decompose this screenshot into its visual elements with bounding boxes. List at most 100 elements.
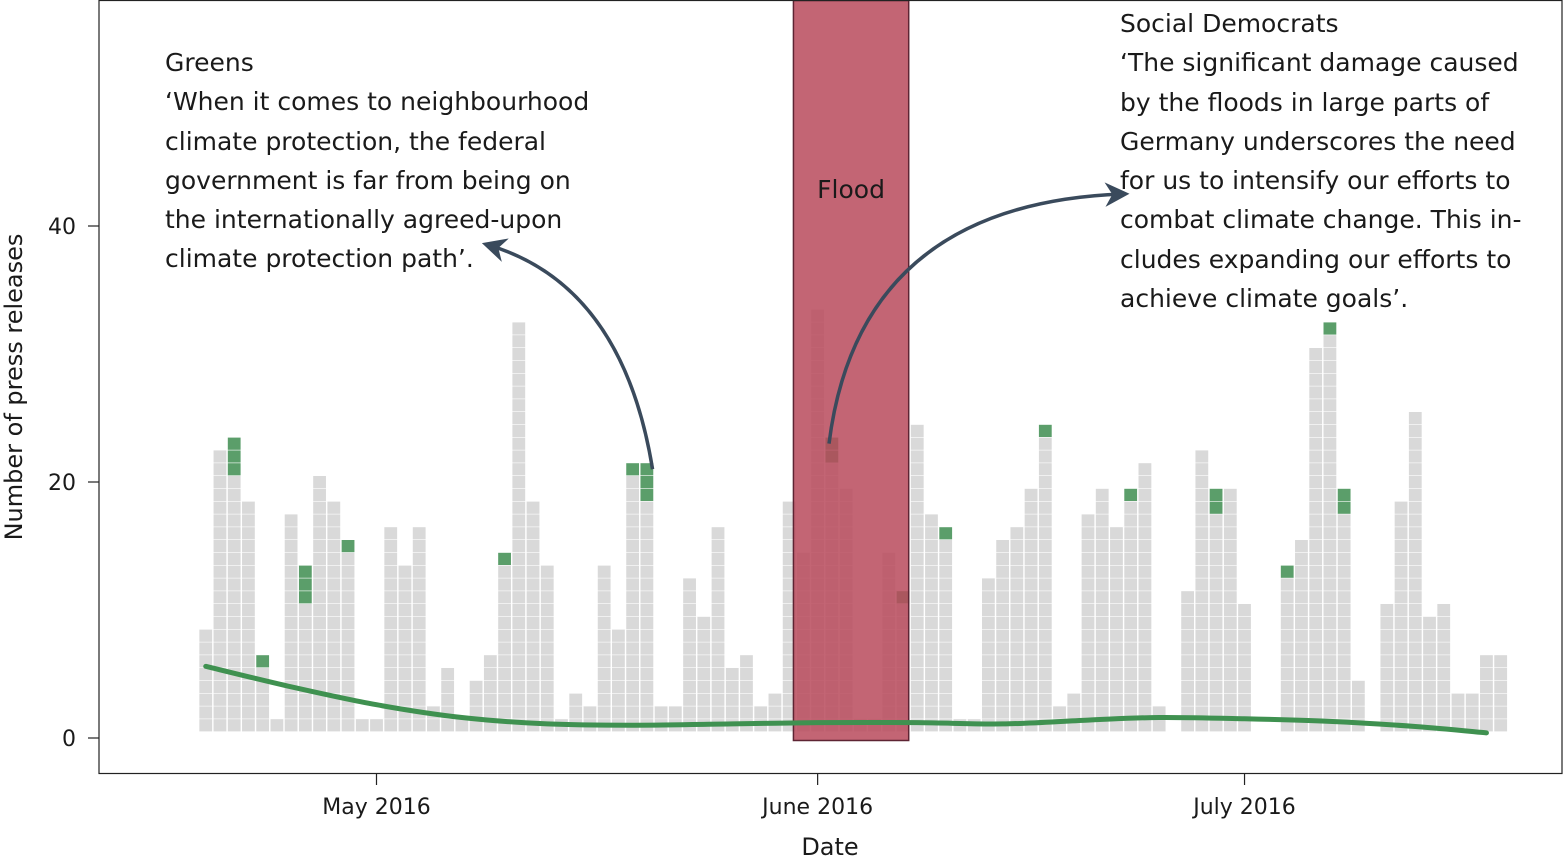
press-release-cell [1423, 668, 1436, 681]
press-release-cell [925, 552, 938, 565]
press-release-cell [327, 706, 341, 719]
press-release-cell [782, 604, 796, 617]
press-release-cell [782, 514, 796, 527]
press-release-cell [1038, 668, 1052, 681]
press-release-cell [1095, 693, 1109, 706]
press-release-cell [612, 693, 625, 706]
press-release-cell [412, 693, 426, 706]
press-release-cell [1494, 693, 1508, 706]
social-democrats-quote-line: cludes expanding our efforts to [1120, 244, 1512, 274]
press-release-cell [398, 591, 412, 604]
press-release-cell [1437, 655, 1451, 668]
press-release-cell [1323, 373, 1337, 386]
press-release-cell [996, 578, 1010, 591]
press-release-cell [1095, 629, 1109, 642]
press-release-cell [526, 629, 540, 642]
press-release-cell [1223, 706, 1237, 719]
press-release-cell [1138, 501, 1152, 514]
press-release-cell [1038, 450, 1052, 463]
press-release-cell [227, 488, 241, 501]
press-release-cell [1323, 655, 1337, 668]
press-release-cell [1195, 450, 1209, 463]
press-release-cell [1337, 642, 1351, 655]
press-release-cell [1110, 604, 1123, 617]
press-release-cell [1323, 463, 1337, 476]
press-release-cell [1195, 565, 1209, 578]
press-release-cell [1110, 552, 1123, 565]
press-release-cell [384, 527, 398, 540]
press-release-cell [398, 680, 412, 693]
press-release-cell [1394, 693, 1408, 706]
press-release-cell [711, 693, 725, 706]
press-release-cell [1238, 604, 1251, 617]
press-release-cell [1209, 552, 1223, 565]
press-release-cell [313, 706, 326, 719]
press-release-cell [384, 693, 398, 706]
press-release-cell [1038, 527, 1052, 540]
press-release-cell [526, 540, 540, 553]
press-release-cell [227, 616, 241, 629]
press-release-cell [270, 719, 284, 732]
press-release-cell [640, 578, 654, 591]
press-release-cell [1124, 604, 1138, 617]
press-release-cell [298, 616, 312, 629]
press-release-cell [1295, 680, 1308, 693]
day-bar [996, 540, 1010, 732]
press-release-cell [1195, 514, 1209, 527]
press-release-cell [683, 668, 696, 681]
press-release-cell [1209, 616, 1223, 629]
social-democrats-quote-line: combat climate change. This in- [1120, 205, 1522, 235]
day-bar [640, 463, 654, 732]
greens-quote-line: climate protection, the federal [165, 126, 546, 156]
day-bar [1323, 322, 1337, 732]
press-release-cell [1238, 680, 1251, 693]
press-release-cell [1195, 476, 1209, 489]
day-bar [1465, 693, 1479, 732]
press-release-cell [1238, 693, 1251, 706]
press-release-cell [483, 668, 497, 681]
day-bar [697, 616, 711, 732]
press-release-cell [1337, 578, 1351, 591]
press-release-cell [1238, 719, 1251, 732]
press-release-cell [626, 668, 640, 681]
press-release-cell [398, 668, 412, 681]
press-release-cell [925, 578, 938, 591]
greens-quote-line: government is far from being on [165, 165, 571, 195]
press-release-cell [1038, 693, 1052, 706]
press-release-cell [398, 565, 412, 578]
greens-party-label: Greens [165, 48, 254, 77]
press-release-cell [626, 706, 640, 719]
press-release-cell [384, 616, 398, 629]
press-release-cell [1195, 642, 1209, 655]
day-bar [1423, 616, 1436, 732]
press-release-cell [1095, 655, 1109, 668]
press-release-cell [597, 604, 611, 617]
press-release-cell [939, 565, 953, 578]
press-release-cell [327, 655, 341, 668]
press-release-cell [498, 591, 511, 604]
press-release-cell [1138, 655, 1152, 668]
day-bar [981, 578, 995, 732]
press-release-cell [1309, 450, 1323, 463]
press-release-cell [1408, 463, 1422, 476]
press-release-cell [512, 424, 526, 437]
press-release-cell [227, 604, 241, 617]
press-release-cell [1010, 578, 1024, 591]
press-release-cell [313, 629, 326, 642]
climate-press-release-cell [256, 655, 270, 668]
press-release-cell [384, 719, 398, 732]
press-release-cell [1038, 437, 1052, 450]
press-release-cell [1024, 642, 1038, 655]
press-release-cell [910, 463, 924, 476]
press-release-cell [1323, 578, 1337, 591]
press-release-cell [498, 642, 511, 655]
press-release-cell [711, 591, 725, 604]
press-release-cell [1238, 706, 1251, 719]
press-release-cell [298, 655, 312, 668]
press-release-cell [1337, 693, 1351, 706]
press-release-cell [697, 642, 711, 655]
climate-press-release-cell [298, 565, 312, 578]
day-bar [1280, 565, 1294, 732]
press-release-cell [398, 719, 412, 732]
press-release-cell [540, 604, 554, 617]
